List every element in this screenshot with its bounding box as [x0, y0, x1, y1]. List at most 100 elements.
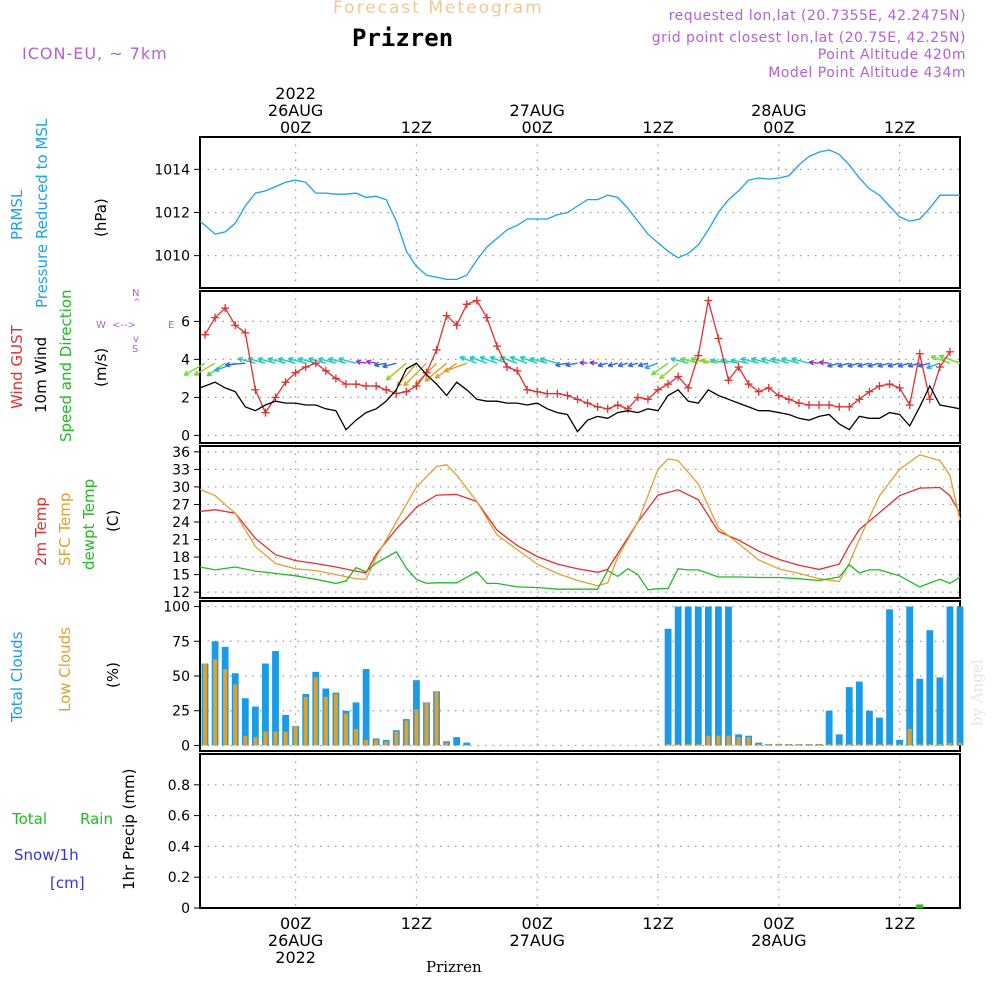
compass-east: E	[168, 320, 175, 331]
wind-arrow-head	[444, 370, 450, 373]
wind-gust-marker	[684, 383, 693, 392]
wind-arrow-shaft	[237, 357, 256, 364]
wind-arrow-shaft	[257, 357, 276, 364]
wind-direction-arrow	[257, 356, 276, 364]
wind-gust-marker	[835, 402, 844, 411]
wind-arrow-head	[690, 358, 696, 363]
wind-direction-arrow	[710, 358, 729, 364]
total-clouds-bar	[463, 742, 471, 746]
precip-ytick-label: 0	[181, 901, 190, 917]
low-clouds-bar	[293, 726, 298, 746]
wind-arrow-head	[459, 356, 464, 362]
wind-direction-arrow	[651, 362, 669, 376]
wind-arrow-shaft	[730, 359, 749, 364]
wind-arrow-head	[382, 366, 388, 369]
wind-arrow-shaft	[751, 357, 769, 364]
wind-gust-marker	[452, 321, 461, 330]
wind-direction-arrow	[355, 359, 367, 365]
wind-ytick-label: 6	[181, 314, 190, 330]
wind-arrow-head	[519, 356, 525, 362]
temp-ytick-label: 12	[172, 585, 190, 601]
wind-arrow-head	[877, 365, 883, 368]
low-clouds-bar	[736, 737, 741, 746]
wind-arrow-shaft	[887, 362, 900, 367]
low-clouds-bar	[313, 677, 318, 746]
wind-arrow-shaft	[382, 362, 397, 368]
wind-gust-marker	[271, 393, 280, 402]
low-clouds-bar	[686, 744, 691, 746]
wind-arrow-shaft	[926, 362, 941, 369]
wind-arrow-shaft	[278, 357, 296, 364]
wind-arrow-shaft	[827, 362, 840, 367]
compass-horizontal-arrows: <-->	[112, 320, 136, 331]
wind-arrow-shaft	[298, 357, 316, 364]
low-clouds-bar	[746, 737, 751, 746]
low-clouds-bar	[394, 731, 399, 746]
wind-direction-arrow	[328, 356, 347, 364]
wind-arrow-shaft	[193, 362, 216, 376]
temp-2m-line	[199, 486, 961, 574]
precip-total-label: Total	[12, 810, 48, 828]
wind-gust-marker	[815, 401, 824, 409]
wind-direction-arrow	[887, 362, 900, 368]
wind-arrow-shaft	[809, 361, 820, 364]
wind-direction-arrow	[237, 356, 256, 364]
wind-arrow-shaft	[837, 362, 850, 367]
wind-arrow-head	[425, 379, 431, 382]
precip-ytick-label: 0.6	[168, 809, 190, 825]
top-time-label: 00Z	[763, 118, 794, 137]
bottom-time-label: 12Z	[884, 914, 915, 933]
wind-arrow-shaft	[819, 361, 830, 364]
wind-direction-arrow	[837, 362, 850, 368]
wind-arrow-head	[565, 364, 571, 368]
low-clouds-bar	[364, 739, 369, 746]
wind-gust-marker	[331, 374, 340, 383]
temp-ytick-label: 24	[172, 515, 190, 531]
wind-arrow-shaft	[555, 362, 568, 366]
total-clouds-bar	[684, 606, 692, 746]
model-altitude: Model Point Altitude 434m	[768, 65, 966, 81]
wind-gust-marker	[231, 321, 240, 330]
precip-snow-label: Snow/1h	[14, 846, 79, 864]
wind-arrow-shaft	[659, 362, 679, 380]
wind-gust-marker	[523, 385, 532, 394]
wind-arrow-head	[897, 365, 904, 368]
wind-direction-arrow	[277, 356, 296, 364]
wind-arrow-shaft	[328, 357, 347, 364]
wind-arrow-shaft	[374, 362, 387, 366]
precip-ytick-label: 0.8	[168, 778, 190, 794]
wind-direction-arrow	[565, 361, 578, 368]
total-clouds-bar	[845, 687, 853, 746]
wind-direction-arrow	[579, 360, 588, 366]
wind-arrow-shaft	[791, 357, 810, 364]
low-clouds-bar	[726, 735, 731, 746]
total-clouds-bar	[262, 663, 269, 746]
wind-gust-marker	[905, 401, 914, 409]
wind-gust-marker	[895, 383, 904, 392]
total-clouds-bar	[926, 630, 934, 746]
low-clouds-bar	[706, 735, 711, 746]
wind-gust-marker	[794, 399, 803, 408]
wind-direction-arrow	[459, 355, 478, 364]
wind-arrow-head	[700, 359, 706, 364]
wind-arrow-shaft	[597, 362, 608, 367]
wind-arrow-head	[930, 355, 936, 361]
wind-arrow-shaft	[459, 356, 478, 364]
wind-direction-arrow	[700, 358, 719, 364]
low-clouds-bar	[333, 694, 338, 746]
wind-direction-arrow	[690, 356, 709, 364]
wind-gust-marker	[321, 366, 330, 375]
wind-arrow-shaft	[930, 355, 951, 364]
wind-arrow-head	[318, 358, 323, 363]
wind-direction-arrow	[670, 356, 689, 364]
wind-direction-arrow	[627, 361, 639, 368]
wind-gust-marker	[805, 401, 814, 409]
pressure-line	[199, 149, 960, 281]
total-clouds-bar	[906, 606, 914, 746]
wind-direction-arrow	[781, 356, 800, 364]
low-clouds-bar	[837, 744, 842, 746]
wind-arrow-head	[750, 358, 756, 363]
wind-direction-arrow	[365, 359, 377, 365]
wind-gust-marker	[784, 395, 793, 404]
top-time-label: 2022	[275, 84, 316, 103]
